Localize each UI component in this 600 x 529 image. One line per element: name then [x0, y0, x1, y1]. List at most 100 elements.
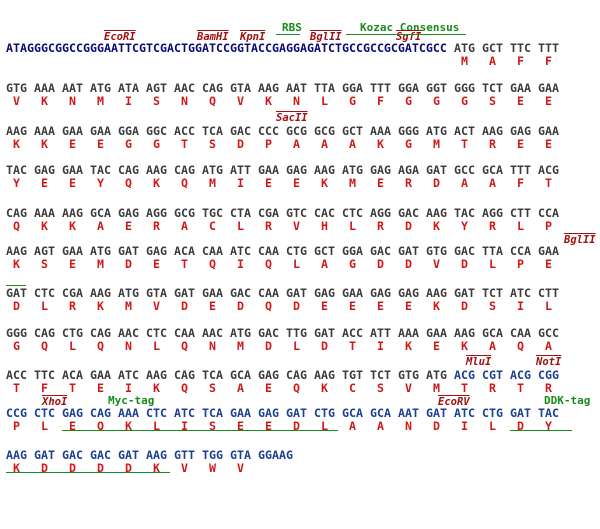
amino-acid: I [461, 419, 468, 433]
amino-acid: A [181, 219, 188, 233]
amino-acid: F [545, 54, 552, 68]
codon: GTC [286, 206, 307, 220]
codon: ACC [342, 326, 363, 340]
amino-acid: Q [265, 257, 272, 271]
amino-acid: D [237, 137, 244, 151]
amino-acid: M [433, 381, 440, 395]
amino-acid: N [69, 94, 76, 108]
codon: GCT [342, 124, 363, 138]
codon: TCT [482, 286, 503, 300]
codon: TTG [286, 326, 307, 340]
codon: AAG [454, 326, 475, 340]
amino-acid: S [489, 299, 496, 313]
codon: GAG [314, 286, 335, 300]
amino-acid: D [293, 299, 300, 313]
codon: GAG [62, 406, 83, 420]
codon: AAG [426, 286, 447, 300]
codon: GCC [538, 326, 559, 340]
amino-acid: L [69, 339, 76, 353]
amino-acid: A [545, 339, 552, 353]
codon: AAG [314, 163, 335, 177]
amino-acid: E [237, 419, 244, 433]
amino-acid: V [181, 461, 188, 475]
codon: GCA [370, 406, 391, 420]
amino-acid: G [349, 94, 356, 108]
codon: CTG [314, 406, 335, 420]
amino-acid: Q [97, 339, 104, 353]
codon: GTT [174, 448, 195, 462]
amino-acid: E [97, 381, 104, 395]
amino-acid: T [69, 381, 76, 395]
codon: AAG [6, 124, 27, 138]
amino-acid: E [349, 299, 356, 313]
codon: TCT [482, 81, 503, 95]
amino-acid: E [69, 419, 76, 433]
amino-acid: D [461, 299, 468, 313]
codon: ATC [510, 286, 531, 300]
codon: AAC [202, 326, 223, 340]
codon: GAG [258, 368, 279, 382]
codon: CTG [286, 244, 307, 258]
codon: GAT [118, 448, 139, 462]
codon: AAA [34, 206, 55, 220]
amino-acid: P [545, 219, 552, 233]
feature-label: Kozac Consensus [360, 21, 460, 34]
amino-acid: L [489, 257, 496, 271]
codon: GAA [62, 244, 83, 258]
amino-acid: G [433, 94, 440, 108]
amino-acid: L [41, 299, 48, 313]
codon: ATG [230, 326, 251, 340]
codon: AAT [62, 81, 83, 95]
codon: TTA [314, 81, 335, 95]
amino-acid: S [153, 94, 160, 108]
codon: TAC [454, 206, 475, 220]
amino-acid: P [13, 419, 20, 433]
vector-sequence: ATAGGGCGGCCGGGAATTCGTCGACTGGATCCGGTACCGA… [6, 41, 447, 55]
codon: AGT [146, 81, 167, 95]
codon: TTA [482, 244, 503, 258]
amino-acid: L [153, 419, 160, 433]
amino-acid: A [293, 137, 300, 151]
amino-acid: Y [97, 176, 104, 190]
codon: TAC [90, 163, 111, 177]
codon: GAC [230, 286, 251, 300]
amino-acid: D [265, 339, 272, 353]
codon: CCC [258, 124, 279, 138]
amino-acid: D [433, 419, 440, 433]
amino-acid: R [153, 219, 160, 233]
amino-acid: E [153, 257, 160, 271]
amino-acid: K [153, 381, 160, 395]
codon: ATG [454, 41, 475, 55]
codon: GAC [258, 326, 279, 340]
codon: AAA [34, 124, 55, 138]
amino-acid: D [237, 299, 244, 313]
amino-acid: V [153, 299, 160, 313]
codon: CAA [258, 244, 279, 258]
codon: AAG [314, 368, 335, 382]
amino-acid: A [377, 419, 384, 433]
amino-acid: V [237, 461, 244, 475]
amino-acid: K [377, 137, 384, 151]
codon: GAT [314, 326, 335, 340]
codon: GAG [34, 163, 55, 177]
amino-acid: L [41, 419, 48, 433]
codon: CGA [258, 206, 279, 220]
codon: GAG [510, 124, 531, 138]
amino-acid: E [517, 94, 524, 108]
amino-acid: E [517, 137, 524, 151]
amino-acid: T [545, 176, 552, 190]
codon: GCA [482, 163, 503, 177]
amino-acid: Y [545, 419, 552, 433]
amino-acid: C [209, 219, 216, 233]
amino-acid: D [405, 219, 412, 233]
codon: AGA [398, 163, 419, 177]
codon: AAG [258, 81, 279, 95]
codon: GAC [230, 124, 251, 138]
codon: GAG [258, 406, 279, 420]
codon: CTA [230, 206, 251, 220]
amino-acid: S [377, 381, 384, 395]
codon: CAC [314, 206, 335, 220]
amino-acid: L [153, 339, 160, 353]
amino-acid: A [97, 219, 104, 233]
amino-acid: D [181, 299, 188, 313]
